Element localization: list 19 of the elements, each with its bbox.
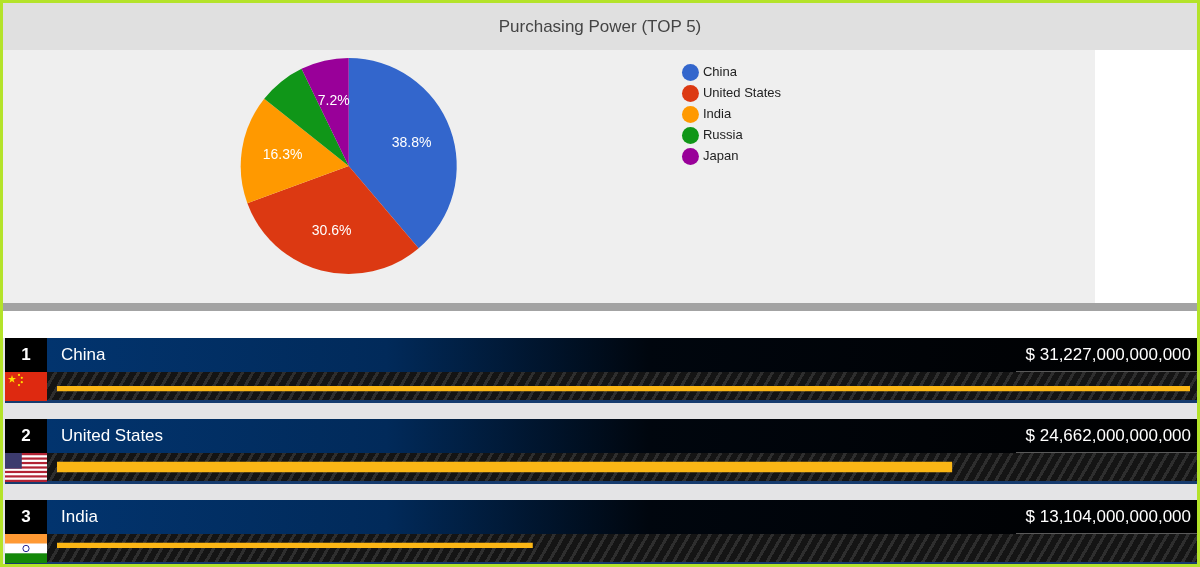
y-tick-label: India [61,506,99,526]
data-label: 38.8% [391,133,432,150]
y-tick-label: China [61,344,106,364]
legend-label: China [702,64,738,80]
legend-label: Russia [702,127,744,143]
data-label: 16.3% [262,146,303,163]
data-label: $ 24,662,000,000,000 [1025,425,1191,445]
legend-label: India [702,106,732,122]
text: 1 [21,344,31,364]
data-label: $ 31,227,000,000,000 [1025,344,1191,364]
legend-label: United States [702,85,782,101]
legend-label: Japan [702,148,739,164]
data-label: 7.2% [317,91,350,108]
text: 2 [21,425,31,445]
chart-title: Purchasing Power (TOP 5) [3,3,1197,50]
text: 3 [21,506,31,526]
data-label: $ 13,104,000,000,000 [1025,506,1191,526]
y-tick-label: United States [61,425,164,445]
data-label: 30.6% [311,221,352,238]
